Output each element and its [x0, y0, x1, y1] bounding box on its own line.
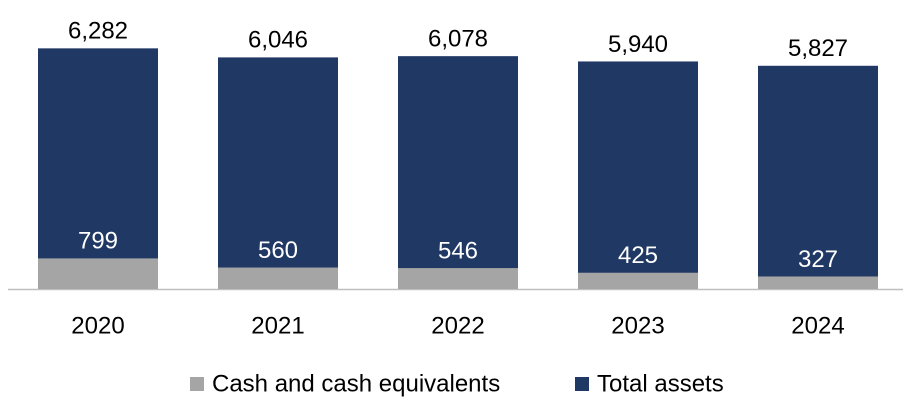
x-tick-label: 2022: [431, 312, 484, 339]
data-label: 560: [258, 237, 298, 264]
x-tick-label: 2024: [791, 312, 844, 339]
bar: [398, 268, 518, 289]
legend-swatch: [190, 377, 204, 391]
legend-swatch: [575, 377, 589, 391]
data-label: 5,827: [788, 35, 848, 62]
bar: [218, 267, 338, 289]
data-label: 425: [618, 242, 658, 269]
legend-label: Total assets: [597, 370, 724, 397]
data-label: 546: [438, 237, 478, 264]
data-label: 6,046: [248, 27, 308, 54]
data-label: 6,282: [68, 18, 128, 45]
x-tick-label: 2021: [251, 312, 304, 339]
bar: [398, 56, 518, 289]
data-label: 327: [798, 246, 838, 273]
data-label: 6,078: [428, 26, 488, 53]
bar: [38, 258, 158, 289]
bar: [578, 272, 698, 289]
data-label: 5,940: [608, 31, 668, 58]
data-label: 799: [78, 228, 118, 255]
legend-label: Cash and cash equivalents: [212, 370, 500, 397]
x-tick-label: 2023: [611, 312, 664, 339]
x-tick-label: 2020: [71, 312, 124, 339]
bar: [758, 276, 878, 289]
bar: [578, 61, 698, 290]
bar: [218, 57, 338, 289]
bar: [38, 48, 158, 290]
bar: [758, 65, 878, 290]
